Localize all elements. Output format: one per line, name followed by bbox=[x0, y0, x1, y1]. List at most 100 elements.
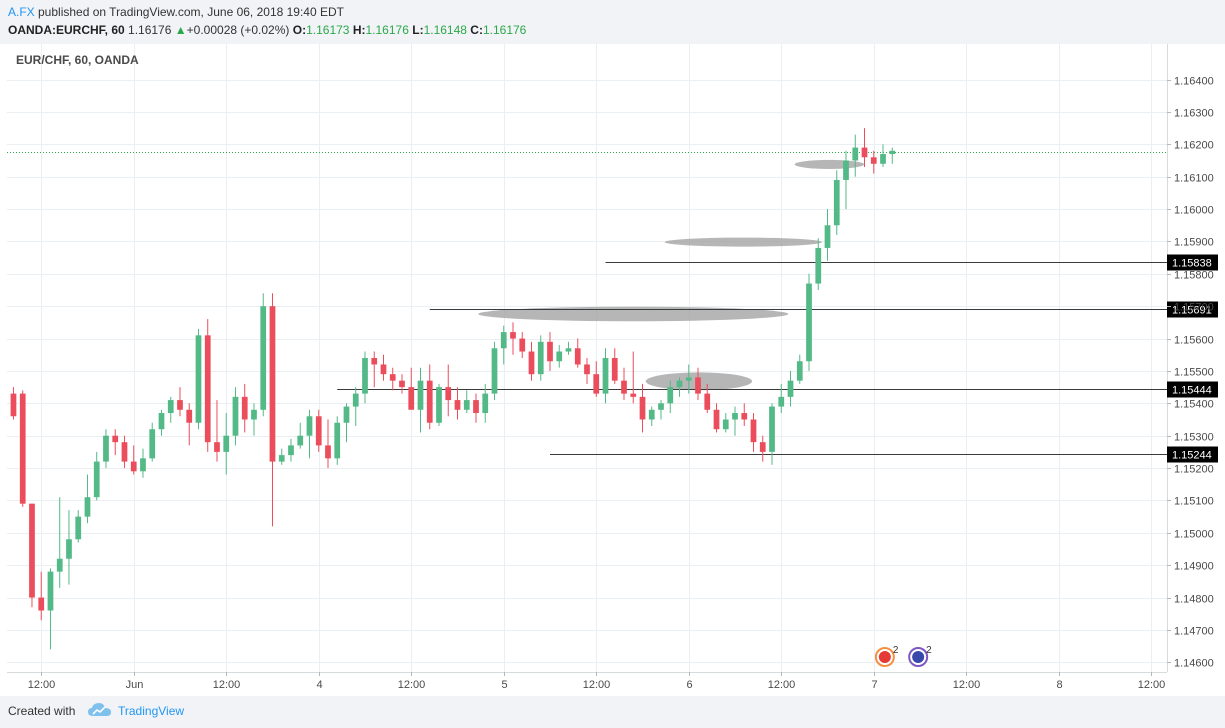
candle-body-down bbox=[621, 380, 627, 394]
candle-body-up bbox=[648, 409, 655, 420]
low-value: 1.16148 bbox=[423, 23, 467, 37]
candle-body-down bbox=[426, 380, 433, 423]
candle-body-up bbox=[66, 539, 72, 559]
candle-body-down bbox=[408, 387, 415, 410]
candle-body-down bbox=[38, 597, 45, 611]
candle-body-down bbox=[177, 400, 183, 410]
candle-body-down bbox=[713, 409, 720, 430]
candle-body-up bbox=[824, 225, 831, 248]
price-change: +0.00028 (+0.02%) bbox=[186, 23, 290, 37]
candle-body-down bbox=[204, 335, 211, 443]
x-tick-label: 12:00 bbox=[1138, 679, 1166, 691]
candle-body-down bbox=[630, 393, 637, 397]
candle-body-up bbox=[158, 413, 165, 430]
candle-body-down bbox=[639, 396, 646, 420]
event-count: 2 bbox=[926, 645, 932, 656]
x-tick-label: 12:00 bbox=[953, 679, 981, 691]
candle-body-down bbox=[611, 358, 618, 381]
candle-body-down bbox=[695, 377, 701, 394]
candle-body-up bbox=[796, 361, 803, 381]
y-tick-label: 1.14800 bbox=[1174, 594, 1214, 606]
chart-area[interactable]: 1.15838 1.15691 1.15444 1.15244 1.16400 1.16… bbox=[7, 44, 1218, 696]
candle-body-down bbox=[380, 364, 387, 375]
candle-body-down bbox=[704, 393, 711, 410]
y-tick-label: 1.15200 bbox=[1174, 464, 1214, 476]
level-price-label: 1.15244 bbox=[1172, 450, 1212, 462]
highlight-zone-ellipse[interactable] bbox=[664, 237, 822, 247]
candle-body-up bbox=[251, 409, 257, 420]
up-arrow-icon: ▲ bbox=[174, 23, 187, 37]
candle-body-up bbox=[491, 348, 498, 394]
candle-body-down bbox=[445, 387, 452, 401]
x-axis[interactable]: 12:00 Jun 12:00 4 12:00 5 12:00 6 12:00 7 12:00 8 12… bbox=[28, 672, 1166, 691]
footer: Created with TradingView bbox=[0, 696, 1225, 728]
candle-body-down bbox=[130, 461, 137, 472]
candle-body-down bbox=[473, 400, 479, 414]
highlight-zone-ellipse[interactable] bbox=[478, 306, 789, 322]
tradingview-cloud-icon bbox=[88, 703, 111, 716]
candle-body-up bbox=[343, 406, 350, 423]
candle-body-up bbox=[93, 461, 100, 498]
y-axis[interactable]: 1.16400 1.16300 1.16200 1.16100 1.16000 1.159… bbox=[1167, 76, 1214, 670]
horizontal-levels[interactable]: 1.15838 1.15691 1.15444 1.15244 bbox=[337, 254, 1218, 463]
candle-body-up bbox=[362, 358, 368, 394]
candle-body-up bbox=[500, 332, 507, 349]
tradingview-brand-link[interactable]: TradingView bbox=[118, 704, 185, 718]
x-tick-label: 12:00 bbox=[213, 679, 241, 691]
candle-body-up bbox=[232, 396, 239, 436]
x-tick-label: 12:00 bbox=[28, 679, 56, 691]
open-label: O: bbox=[292, 23, 307, 37]
event-flag-center bbox=[878, 651, 891, 663]
y-tick-label: 1.14600 bbox=[1174, 658, 1214, 670]
level-price-label: 1.15838 bbox=[1172, 258, 1212, 270]
candle-body-up bbox=[778, 396, 785, 407]
candle-body-up bbox=[260, 306, 267, 410]
candle-body-down bbox=[186, 409, 193, 423]
candle-body-down bbox=[870, 157, 877, 164]
candle-body-up bbox=[880, 154, 886, 164]
candle-body-up bbox=[769, 406, 775, 452]
close-value: 1.16176 bbox=[482, 23, 527, 37]
low-label: L: bbox=[412, 23, 424, 37]
candle-body-down bbox=[547, 341, 553, 362]
candle-body-down bbox=[389, 374, 396, 381]
level-price-label-bg bbox=[1167, 381, 1218, 398]
y-tick-label: 1.15400 bbox=[1174, 399, 1214, 411]
candle-body-up bbox=[463, 400, 470, 410]
y-tick-label: 1.15900 bbox=[1174, 237, 1214, 249]
candle-body-down bbox=[528, 351, 535, 375]
candle-body-down bbox=[315, 416, 322, 446]
candle-body-up bbox=[75, 516, 82, 540]
candle-body-down bbox=[454, 400, 461, 410]
highlight-zone-ellipse[interactable] bbox=[794, 159, 865, 169]
candle-body-up bbox=[676, 380, 683, 388]
candle-body-up bbox=[47, 571, 54, 611]
candle-body-down bbox=[10, 393, 17, 417]
candle-body-down bbox=[19, 393, 26, 504]
candle-body-up bbox=[417, 380, 424, 410]
candle-body-up bbox=[167, 400, 174, 414]
candle-body-down bbox=[759, 442, 766, 452]
close-label: C: bbox=[470, 23, 483, 37]
candle-body-up bbox=[436, 387, 442, 423]
x-tick-label: Jun bbox=[126, 679, 144, 691]
x-tick-label: 6 bbox=[686, 679, 692, 691]
created-with-label: Created with bbox=[8, 704, 76, 718]
level-price-label-bg bbox=[1167, 254, 1218, 271]
event-count: 2 bbox=[893, 645, 899, 656]
y-tick-label: 1.14900 bbox=[1174, 561, 1214, 573]
event-flag-center bbox=[912, 651, 925, 663]
candle-body-down bbox=[399, 380, 405, 388]
candle-body-up bbox=[334, 422, 341, 459]
y-tick-label: 1.15800 bbox=[1174, 270, 1214, 282]
candle-body-down bbox=[269, 306, 276, 462]
candle-body-up bbox=[658, 403, 664, 410]
y-tick-label: 1.16100 bbox=[1174, 173, 1214, 185]
author-link[interactable]: A.FX bbox=[8, 5, 35, 19]
candle-body-down bbox=[584, 364, 590, 375]
candle-body-down bbox=[29, 503, 35, 598]
candle-body-up bbox=[667, 387, 674, 404]
x-tick-label: 12:00 bbox=[398, 679, 426, 691]
